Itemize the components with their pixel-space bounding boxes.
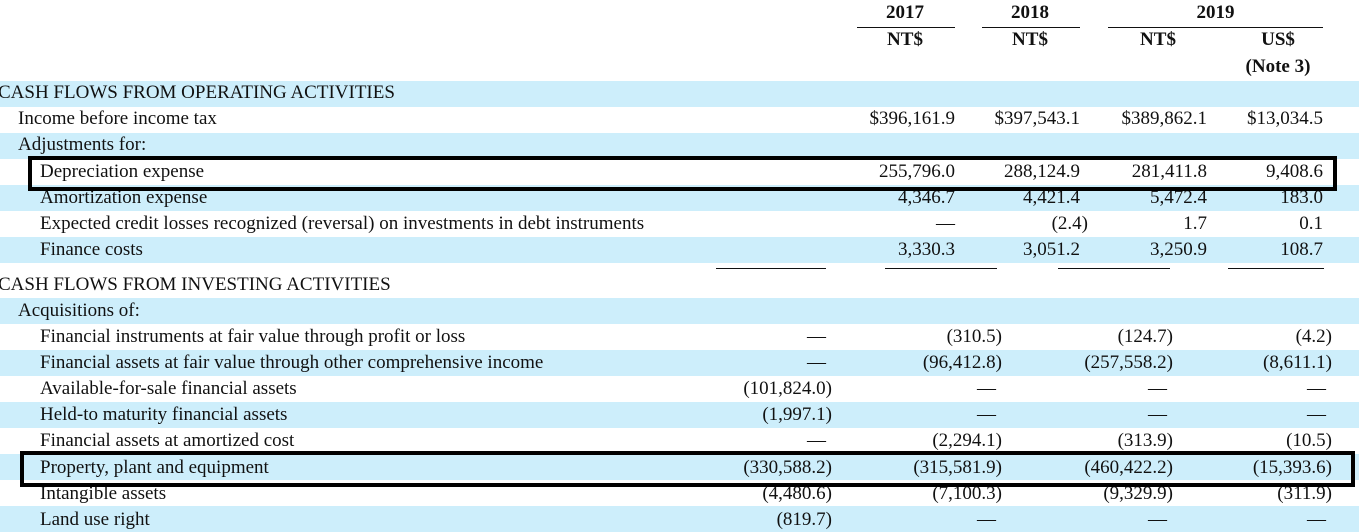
header-rule [1108, 27, 1323, 28]
cell-2017: — [807, 430, 826, 451]
currency-2018: NT$ [1012, 29, 1048, 50]
row-label: Held-to maturity financial assets [40, 404, 288, 425]
cell-2019-usd: 108.7 [1280, 239, 1323, 260]
header-rule [857, 27, 955, 28]
row-label: Financial assets at fair value through o… [40, 352, 544, 373]
cell-2019-usd: (10.5) [1286, 430, 1332, 451]
cell-2019-usd: 0.1 [1299, 213, 1323, 234]
cell-2018: (2,294.1) [932, 430, 1002, 451]
row-label: Land use right [40, 509, 150, 530]
cell-2017: 255,796.0 [879, 161, 955, 182]
row-band [0, 454, 1359, 480]
row-band [0, 350, 1359, 376]
cell-2019-ntd: (313.9) [1117, 430, 1173, 451]
row-band [0, 81, 1359, 107]
cell-2017: — [807, 352, 826, 373]
cell-2017: (330,588.2) [743, 457, 832, 478]
row-label: Intangible assets [40, 483, 167, 504]
cell-2018: — [977, 378, 996, 399]
row-label: Property, plant and equipment [40, 457, 269, 478]
cell-2017: (1,997.1) [762, 404, 832, 425]
cell-2019-usd: — [1307, 378, 1326, 399]
cell-2018: (2.4) [1051, 213, 1088, 234]
cell-2017: $396,161.9 [869, 108, 956, 129]
cell-2019-ntd: 3,250.9 [1150, 239, 1207, 260]
year-2018: 2018 [1011, 2, 1049, 23]
cell-2019-usd: $13,034.5 [1247, 108, 1323, 129]
row-label: Financial assets at amortized cost [40, 430, 295, 451]
currency-2017: NT$ [887, 29, 923, 50]
row-band [0, 237, 1359, 263]
cell-2017: (819.7) [776, 509, 832, 530]
cell-2018: (315,581.9) [913, 457, 1002, 478]
row-label: Depreciation expense [40, 161, 205, 182]
row-label: Expected credit losses recognized (rever… [40, 213, 645, 234]
cell-2019-ntd: (9,329.9) [1103, 483, 1173, 504]
section-title-investing: CASH FLOWS FROM INVESTING ACTIVITIES [0, 274, 391, 295]
row-label: Financial instruments at fair value thro… [40, 326, 466, 347]
currency-2019-usd: US$ [1261, 29, 1295, 50]
cell-2018: — [977, 509, 996, 530]
cell-2019-usd: 9,408.6 [1266, 161, 1323, 182]
subtotal-rule [716, 268, 826, 269]
cell-2017: 3,330.3 [898, 239, 955, 260]
cell-2019-ntd: — [1148, 378, 1167, 399]
subtotal-rule [885, 268, 997, 269]
cell-2018: $397,543.1 [994, 108, 1081, 129]
cell-2019-ntd: 281,411.8 [1131, 161, 1207, 182]
year-2017: 2017 [886, 2, 924, 23]
cell-2019-ntd: (124.7) [1117, 326, 1173, 347]
usd-note: (Note 3) [1245, 56, 1311, 77]
cell-2017: — [807, 326, 826, 347]
acquisitions-label: Acquisitions of: [18, 300, 140, 321]
row-label: Income before income tax [18, 108, 217, 129]
year-2019: 2019 [1196, 2, 1235, 23]
row-band [0, 402, 1359, 428]
cell-2018: (7,100.3) [932, 483, 1002, 504]
cell-2019-ntd: — [1148, 509, 1167, 530]
cell-2017: (101,824.0) [743, 378, 832, 399]
cell-2019-ntd: (257,558.2) [1084, 352, 1173, 373]
cell-2019-usd: (311.9) [1277, 483, 1332, 504]
currency-2019-ntd: NT$ [1140, 29, 1176, 50]
cell-2019-ntd: 5,472.4 [1150, 187, 1207, 208]
row-band [0, 506, 1359, 532]
cell-2019-ntd: — [1148, 404, 1167, 425]
subtotal-rule [1058, 268, 1170, 269]
cell-2019-usd: — [1307, 509, 1326, 530]
cell-2019-usd: — [1307, 404, 1326, 425]
cell-2019-usd: (15,393.6) [1252, 457, 1332, 478]
cell-2018: (310.5) [946, 326, 1002, 347]
highlight-box-depreciation [28, 156, 1337, 191]
row-label: Available-for-sale financial assets [40, 378, 297, 399]
highlight-box-ppe [20, 451, 1355, 487]
cell-2019-usd: (8,611.1) [1263, 352, 1332, 373]
cell-2019-ntd: (460,422.2) [1084, 457, 1173, 478]
subtotal-rule [1228, 268, 1324, 269]
row-label: Amortization expense [40, 187, 208, 208]
cell-2019-ntd: $389,862.1 [1121, 108, 1208, 129]
cell-2018: 288,124.9 [1004, 161, 1080, 182]
cell-2018: 4,421.4 [1023, 187, 1080, 208]
cell-2018: (96,412.8) [922, 352, 1002, 373]
cell-2019-usd: (4.2) [1295, 326, 1332, 347]
cell-2018: 3,051.2 [1023, 239, 1080, 260]
cell-2019-ntd: 1.7 [1183, 213, 1207, 234]
row-band [0, 133, 1359, 159]
row-label: Finance costs [40, 239, 143, 260]
adjustments-label: Adjustments for: [18, 134, 147, 155]
cell-2019-usd: 183.0 [1280, 187, 1323, 208]
header-rule [982, 27, 1080, 28]
section-title-operating: CASH FLOWS FROM OPERATING ACTIVITIES [0, 82, 395, 103]
cell-2017: — [936, 213, 955, 234]
cell-2018: — [977, 404, 996, 425]
cell-2017: 4,346.7 [898, 187, 955, 208]
cell-2017: (4,480.6) [762, 483, 832, 504]
row-band [0, 298, 1359, 324]
